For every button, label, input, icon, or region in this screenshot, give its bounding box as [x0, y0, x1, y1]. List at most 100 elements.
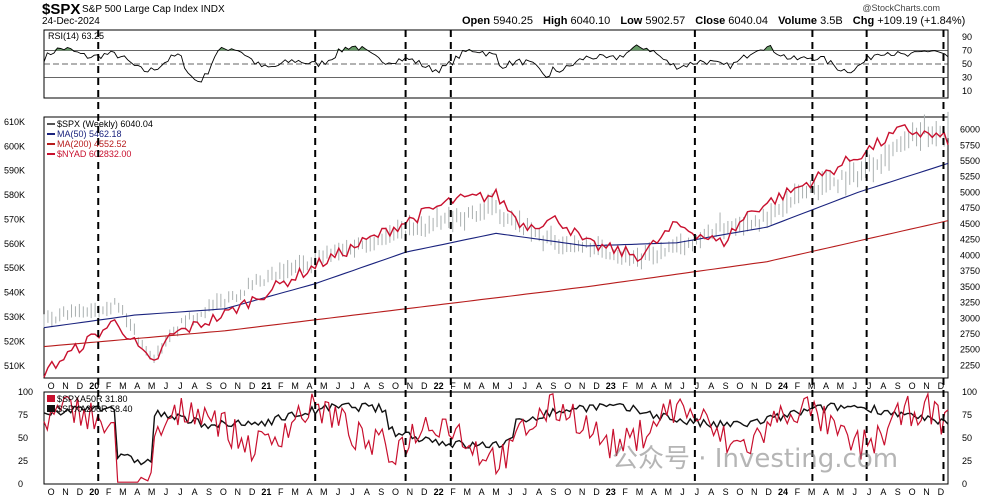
price-x-tick: O	[220, 381, 227, 391]
breadth-right-tick: 100	[962, 387, 977, 397]
breadth-right-tick: 0	[962, 479, 967, 489]
price-x-tick: 20	[89, 381, 99, 391]
breadth-x-tick: A	[134, 487, 140, 497]
price-right-tick: 3500	[960, 282, 980, 292]
rsi-tick-label: 50	[962, 59, 972, 69]
chart-date: 24-Dec-2024	[42, 16, 100, 27]
price-right-tick: 5750	[960, 140, 980, 150]
price-x-tick: M	[636, 381, 644, 391]
breadth-x-tick: A	[880, 487, 886, 497]
description: S&P 500 Large Cap Index INDX	[82, 4, 225, 15]
price-right-tick: 5500	[960, 156, 980, 166]
price-right-tick: 3750	[960, 266, 980, 276]
breadth-x-tick: S	[550, 487, 556, 497]
price-x-tick: A	[479, 381, 485, 391]
breadth-x-tick: J	[164, 487, 169, 497]
breadth-x-tick: A	[536, 487, 542, 497]
price-x-tick: M	[464, 381, 472, 391]
breadth-x-tick: M	[320, 487, 328, 497]
breadth-x-tick: D	[421, 487, 428, 497]
panel-frame-br	[43, 391, 949, 485]
breadth-left-tick: 0	[18, 479, 23, 489]
price-x-tick: O	[736, 381, 743, 391]
rsi-tick-label: 70	[962, 45, 972, 55]
breadth-x-tick: N	[234, 487, 241, 497]
price-legend-entry: $SPX (Weekly) 6040.04	[57, 119, 153, 129]
price-left-tick: 520K	[4, 336, 25, 346]
price-x-tick: J	[350, 381, 355, 391]
price-x-tick: M	[320, 381, 328, 391]
price-right-tick: 3250	[960, 298, 980, 308]
breadth-x-tick: O	[392, 487, 399, 497]
symbol: $SPX	[42, 1, 81, 18]
breadth-x-tick: S	[895, 487, 901, 497]
price-right-tick: 2250	[960, 360, 980, 370]
breadth-x-tick: A	[823, 487, 829, 497]
price-x-tick: J	[336, 381, 341, 391]
price-x-tick: D	[593, 381, 600, 391]
high-label: High	[543, 15, 568, 27]
price-x-tick: M	[119, 381, 127, 391]
price-right-tick: 4000	[960, 250, 980, 260]
price-left-tick: 550K	[4, 263, 25, 273]
breadth-x-tick: F	[795, 487, 801, 497]
price-x-tick: F	[795, 381, 801, 391]
price-x-tick: 22	[434, 381, 444, 391]
price-x-tick: S	[206, 381, 212, 391]
price-left-tick: 510K	[4, 361, 25, 371]
breadth-x-tick: M	[636, 487, 644, 497]
breadth-x-tick: F	[450, 487, 456, 497]
rsi-tick-label: 10	[962, 86, 972, 96]
breadth-x-tick: J	[867, 487, 872, 497]
price-x-tick: J	[178, 381, 183, 391]
rsi-legend: RSI(14) 63.25	[48, 31, 104, 41]
breadth-x-tick: S	[378, 487, 384, 497]
breadth-x-tick: 22	[434, 487, 444, 497]
breadth-x-tick: D	[938, 487, 945, 497]
price-x-tick: S	[550, 381, 556, 391]
panel-frame-price	[43, 116, 949, 379]
breadth-x-tick: 23	[606, 487, 616, 497]
price-x-tick: N	[579, 381, 586, 391]
price-x-tick: F	[622, 381, 628, 391]
price-right-tick: 4250	[960, 235, 980, 245]
breadth-x-tick: 24	[778, 487, 788, 497]
breadth-legend-entry: $SPXA200R 58.40	[57, 404, 133, 414]
breadth-x-tick: A	[306, 487, 312, 497]
price-x-tick: D	[765, 381, 772, 391]
price-x-tick: D	[938, 381, 945, 391]
breadth-legend-swatch	[47, 395, 55, 402]
breadth-x-tick: D	[77, 487, 84, 497]
price-x-tick: D	[77, 381, 84, 391]
price-right-tick: 2500	[960, 345, 980, 355]
price-x-tick: J	[852, 381, 857, 391]
close-value: 6040.04	[728, 15, 769, 27]
breadth-x-tick: J	[695, 487, 700, 497]
price-left-tick: 540K	[4, 288, 25, 298]
price-right-tick: 5000	[960, 187, 980, 197]
price-left-tick: 610K	[4, 117, 25, 127]
price-x-tick: S	[378, 381, 384, 391]
ma50-line	[43, 162, 949, 329]
price-legend-entry: $NYAD 602832.00	[57, 149, 131, 159]
breadth-x-tick: O	[736, 487, 743, 497]
nyad-line	[43, 123, 949, 378]
description-text: S&P 500 Large Cap Index	[82, 4, 199, 15]
price-x-tick: F	[106, 381, 112, 391]
breadth-x-tick: M	[837, 487, 845, 497]
spxa50r-line	[43, 391, 949, 483]
low-label: Low	[620, 15, 643, 27]
breadth-x-tick: A	[479, 487, 485, 497]
volume-label: Volume	[778, 15, 818, 27]
breadth-x-tick: J	[336, 487, 341, 497]
breadth-x-tick: O	[48, 487, 55, 497]
price-left-tick: 580K	[4, 190, 25, 200]
breadth-x-tick: S	[206, 487, 212, 497]
price-x-tick: 23	[606, 381, 616, 391]
exchange: INDX	[200, 4, 225, 15]
breadth-x-tick: A	[364, 487, 370, 497]
price-x-tick: M	[664, 381, 672, 391]
price-x-tick: O	[909, 381, 916, 391]
price-x-tick: A	[708, 381, 714, 391]
price-legend-entry: MA(50) 5462.18	[57, 129, 122, 139]
